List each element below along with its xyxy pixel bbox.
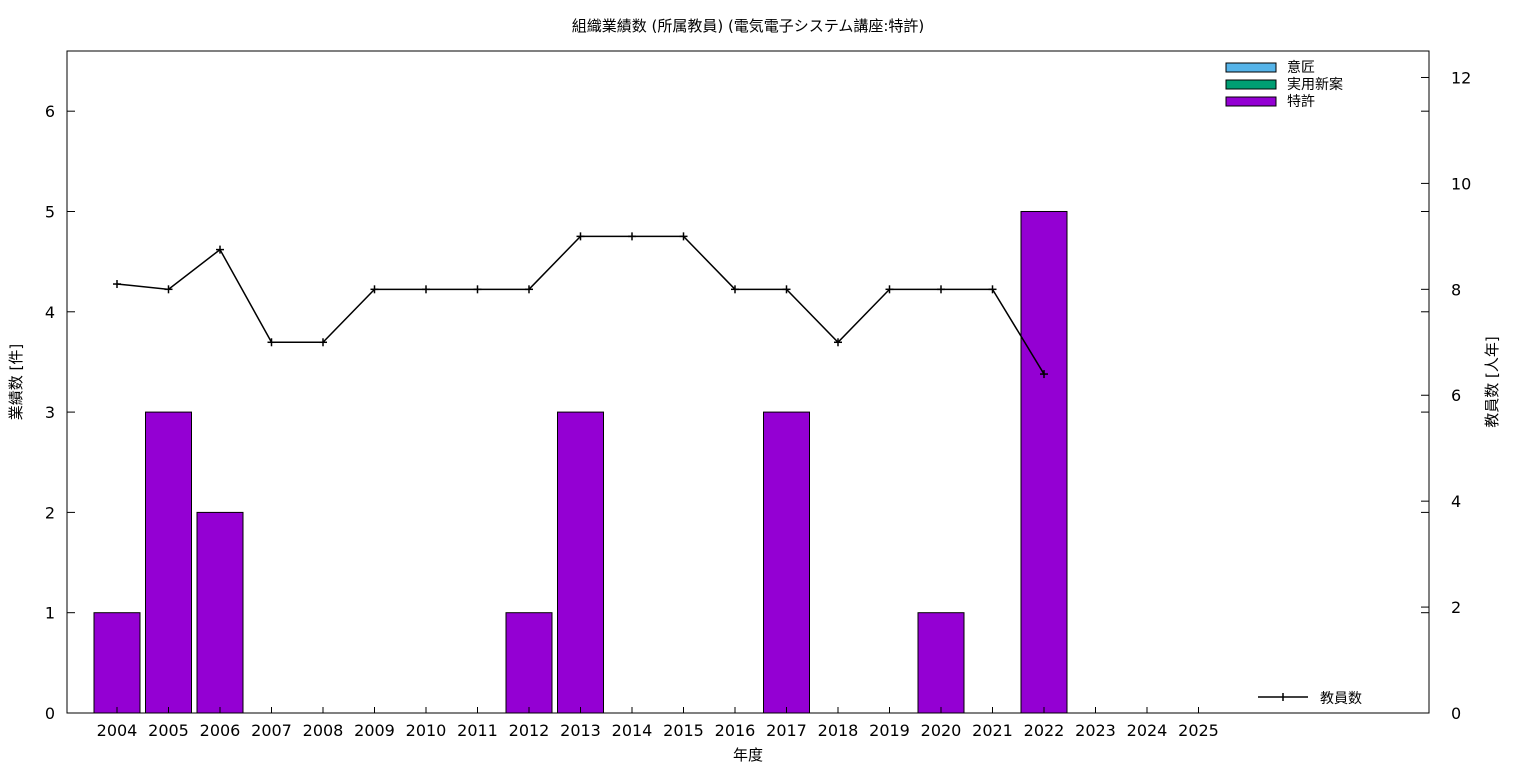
x-tick-label: 2013: [560, 721, 601, 740]
x-tick-label: 2015: [663, 721, 704, 740]
y2-tick-label: 10: [1451, 174, 1471, 193]
x-tick-label: 2008: [303, 721, 344, 740]
chart-title: 組織業績数 (所属教員) (電気電子システム講座:特許): [572, 17, 925, 35]
x-tick-label: 2021: [972, 721, 1013, 740]
x-tick-label: 2023: [1075, 721, 1116, 740]
bar: [196, 511, 244, 714]
x-axis-label: 年度: [733, 746, 763, 764]
x-tick-label: 2007: [251, 721, 292, 740]
legend-label: 特許: [1287, 94, 1315, 110]
x-tick-label: 2022: [1024, 721, 1065, 740]
x-tick-label: 2016: [715, 721, 756, 740]
bar: [505, 612, 553, 714]
x-tick-label: 2011: [457, 721, 498, 740]
line-series-path: [116, 235, 1045, 375]
bars-group: [93, 210, 1068, 714]
legend-swatch: [1225, 79, 1277, 90]
y2-tick-label: 2: [1451, 598, 1461, 617]
x-tick-label: 2010: [406, 721, 447, 740]
y2-tick-label: 12: [1451, 68, 1471, 87]
legend-label: 意匠: [1287, 59, 1315, 76]
bar: [763, 411, 810, 714]
y2-axis-ticks: 0 2 4 6 8 10 12: [1421, 68, 1471, 723]
bar: [93, 612, 141, 714]
x-tick-label: 2019: [869, 721, 910, 740]
y-tick-label: 6: [45, 102, 55, 121]
legend-swatch: [1225, 96, 1277, 107]
y2-axis-label: 教員数 [人年]: [1483, 336, 1501, 427]
x-tick-label: 2017: [766, 721, 807, 740]
x-tick-label: 2024: [1127, 721, 1168, 740]
x-tick-label: 2005: [148, 721, 189, 740]
bar: [917, 612, 965, 714]
y-tick-label: 2: [45, 503, 55, 522]
plot-frame: [66, 50, 1430, 714]
y-tick-label: 0: [45, 704, 55, 723]
plot-area: [66, 50, 1430, 714]
x-tick-label: 2009: [354, 721, 395, 740]
x-tick-label: 2014: [612, 721, 653, 740]
y2-tick-label: 8: [1451, 280, 1461, 299]
x-tick-label: 2018: [818, 721, 859, 740]
y2-tick-label: 4: [1451, 492, 1461, 511]
x-tick-label: 2006: [200, 721, 241, 740]
y-axis-label: 業績数 [件]: [7, 344, 25, 420]
x-tick-label: 2012: [509, 721, 550, 740]
bar: [1020, 210, 1068, 714]
bar: [145, 411, 192, 714]
bar: [557, 411, 604, 714]
x-tick-label: 2025: [1178, 721, 1219, 740]
y-tick-label: 1: [45, 604, 55, 623]
x-tick-label: 2020: [921, 721, 962, 740]
y-tick-label: 3: [45, 403, 55, 422]
y-axis-ticks: 0 1 2 3 4 5 6: [45, 102, 1429, 723]
line-series-group: [113, 232, 1048, 379]
x-tick-label: 2004: [97, 721, 138, 740]
legend-swatch: [1225, 62, 1277, 73]
legend-label: 教員数: [1320, 691, 1362, 707]
y2-tick-label: 6: [1451, 386, 1461, 405]
y-tick-label: 4: [45, 303, 55, 322]
y2-tick-label: 0: [1451, 704, 1461, 723]
legend-label: 実用新案: [1287, 76, 1343, 93]
y-tick-label: 5: [45, 202, 55, 221]
x-axis-ticks: 2004 2005 2006 2007 2008 2009 2010 2011 2012 2013…: [97, 707, 1219, 740]
